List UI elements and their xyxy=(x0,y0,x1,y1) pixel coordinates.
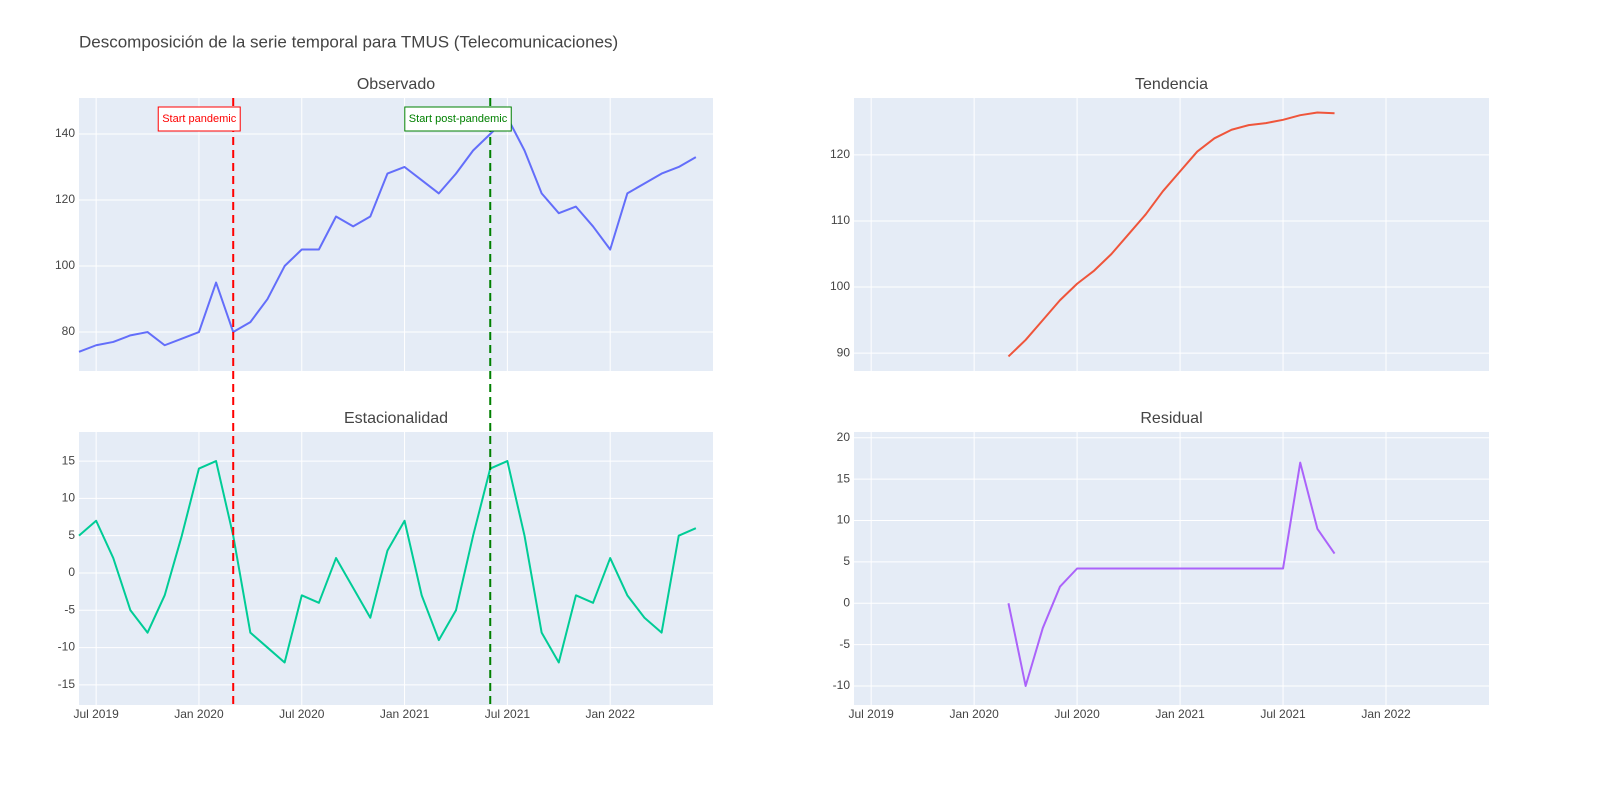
x-tick-label: Jan 2022 xyxy=(585,707,635,721)
y-tick-label: 10 xyxy=(837,513,851,527)
data-line xyxy=(1007,111,1335,358)
y-tick-label: 110 xyxy=(831,213,850,227)
subplot-title: Estacionalidad xyxy=(344,410,448,427)
y-tick-label: 5 xyxy=(843,554,850,568)
subplot-title: Observado xyxy=(357,76,435,93)
event-label: Start pandemic xyxy=(162,113,236,125)
event-label-box xyxy=(404,106,512,132)
y-tick-label: 120 xyxy=(830,147,850,161)
x-tick-label: Jan 2020 xyxy=(949,707,999,721)
event-label: Start post-pandemic xyxy=(409,113,508,125)
y-tick-label: 140 xyxy=(55,126,75,140)
x-tick-label: Jul 2021 xyxy=(485,707,531,721)
y-tick-label: -10 xyxy=(58,640,76,654)
data-line xyxy=(1007,461,1336,687)
x-tick-label: Jan 2022 xyxy=(1361,707,1411,721)
y-tick-label: 15 xyxy=(837,471,851,485)
y-tick-label: 15 xyxy=(62,453,76,467)
y-tick-label: -15 xyxy=(58,677,76,691)
y-tick-label: 0 xyxy=(68,565,75,579)
data-line xyxy=(78,116,697,353)
y-tick-label: 90 xyxy=(837,345,851,359)
subplot-title: Tendencia xyxy=(1135,76,1208,93)
x-tick-label: Jul 2019 xyxy=(73,707,119,721)
y-tick-label: 100 xyxy=(55,258,75,272)
y-tick-label: -5 xyxy=(839,637,850,651)
y-tick-label: 0 xyxy=(843,595,850,609)
x-tick-label: Jul 2021 xyxy=(1260,707,1306,721)
x-tick-label: Jul 2020 xyxy=(1054,707,1100,721)
x-tick-label: Jan 2021 xyxy=(1155,707,1205,721)
y-tick-label: -5 xyxy=(64,602,75,616)
subplot-title: Residual xyxy=(1140,410,1202,427)
y-tick-label: 100 xyxy=(830,279,850,293)
plot-background xyxy=(79,98,713,371)
figure-title: Descomposición de la serie temporal para… xyxy=(79,32,618,51)
y-tick-label: 10 xyxy=(62,491,76,505)
x-tick-label: Jan 2020 xyxy=(174,707,224,721)
plot-background xyxy=(79,432,713,705)
x-tick-label: Jul 2019 xyxy=(848,707,894,721)
data-line xyxy=(78,460,697,664)
plot-background xyxy=(854,98,1489,371)
event-label-box xyxy=(157,106,241,132)
y-tick-label: 120 xyxy=(55,192,75,206)
y-tick-label: -10 xyxy=(833,678,851,692)
y-tick-label: 20 xyxy=(837,430,851,444)
x-tick-label: Jan 2021 xyxy=(380,707,430,721)
y-tick-label: 80 xyxy=(62,324,76,338)
x-tick-label: Jul 2020 xyxy=(279,707,325,721)
y-tick-label: 5 xyxy=(68,528,75,542)
